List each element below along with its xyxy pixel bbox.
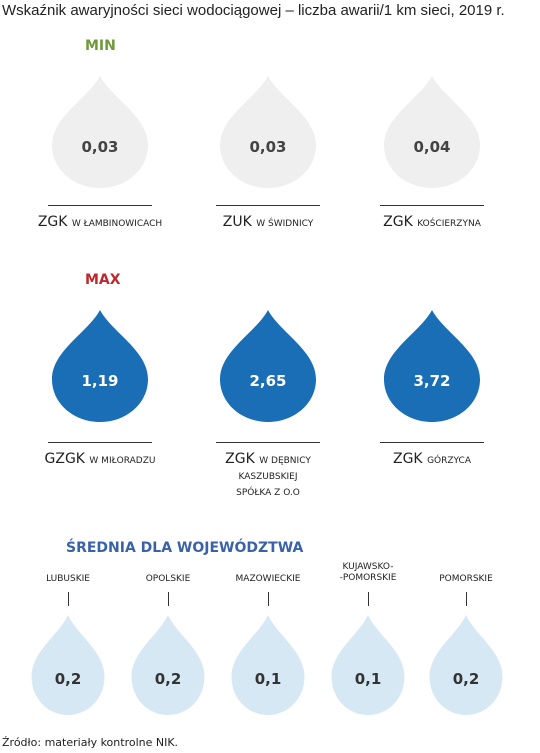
region-label: KUJAWSKO- -POMORSKIE — [339, 562, 397, 583]
connector — [68, 592, 69, 606]
min-heading: MIN — [85, 38, 116, 54]
drop-shape — [131, 615, 205, 715]
connector — [168, 592, 169, 606]
divider — [380, 205, 484, 206]
drop-value: 0,03 — [81, 137, 119, 156]
drop-shape — [429, 615, 503, 715]
drop-path — [52, 76, 148, 188]
drop-path — [220, 76, 316, 188]
average-heading: ŚREDNIA DLA WOJEWÓDZTWA — [66, 540, 304, 556]
drop-path — [131, 615, 205, 715]
unit-detail: GÓRZYCA — [427, 456, 471, 466]
unit-name: ZGK — [225, 451, 255, 467]
drop: 0,1 — [330, 615, 406, 715]
region-label: POMORSKIE — [439, 574, 493, 584]
drop-path — [31, 615, 105, 715]
unit-detail: W DĘBNICY KASZUBSKIEJ SPÓŁKA Z O.O — [236, 456, 311, 498]
drop-path — [231, 615, 305, 715]
drop-value: 0,1 — [254, 670, 282, 688]
drop-shape — [220, 310, 316, 422]
divider — [216, 205, 320, 206]
unit-name: GZGK — [44, 451, 85, 467]
drop-path — [52, 310, 148, 422]
connector — [268, 592, 269, 606]
drop-value: 2,65 — [249, 371, 287, 390]
unit-name: ZGK — [37, 214, 68, 230]
drop: 3,72 — [382, 310, 482, 422]
drop-value: 0,2 — [54, 670, 82, 688]
drop-value: 3,72 — [413, 371, 451, 390]
drop-shape — [31, 615, 105, 715]
drop-value: 0,2 — [452, 670, 480, 688]
drop: 0,04 — [382, 76, 482, 188]
drop-shape — [52, 310, 148, 422]
region-label: MAZOWIECKIE — [235, 574, 301, 584]
unit-detail: W ŁAMBINOWICACH — [71, 219, 163, 229]
title: Wskaźnik awaryjności sieci wodociągowej … — [2, 2, 505, 19]
divider — [48, 442, 152, 443]
drop: 2,65 — [218, 310, 318, 422]
unit-label: ZUK W ŚWIDNICY — [188, 215, 348, 231]
drop-path — [429, 615, 503, 715]
drop-path — [384, 76, 480, 188]
drop-value: 0,03 — [249, 137, 287, 156]
drop-value: 1,19 — [81, 371, 119, 390]
drop-path — [384, 310, 480, 422]
drop-path — [331, 615, 405, 715]
drop: 1,19 — [50, 310, 150, 422]
unit-label: ZGK W DĘBNICY KASZUBSKIEJ SPÓŁKA Z O.O — [188, 452, 348, 500]
connector — [368, 592, 369, 606]
unit-name: ZUK — [222, 214, 252, 230]
divider — [216, 442, 320, 443]
region-label: OPOLSKIE — [145, 574, 191, 584]
drop-value: 0,2 — [154, 670, 182, 688]
unit-label: ZGK KOŚCIERZYNA — [352, 215, 512, 231]
drop-shape — [231, 615, 305, 715]
drop-shape — [331, 615, 405, 715]
drop: 0,1 — [230, 615, 306, 715]
unit-detail: W MIŁORADZU — [89, 456, 156, 466]
unit-label: GZGK W MIŁORADZU — [20, 452, 180, 468]
divider — [48, 205, 152, 206]
drop-path — [220, 310, 316, 422]
drop-shape — [384, 76, 480, 188]
drop-value: 0,04 — [413, 137, 451, 156]
divider — [380, 442, 484, 443]
unit-label: ZGK W ŁAMBINOWICACH — [20, 215, 180, 231]
unit-detail: W ŚWIDNICY — [256, 219, 314, 229]
connector — [466, 592, 467, 606]
drop-shape — [384, 310, 480, 422]
unit-detail: KOŚCIERZYNA — [417, 219, 481, 229]
region-label: LUBUSKIE — [46, 574, 90, 584]
drop: 0,2 — [30, 615, 106, 715]
drop: 0,03 — [50, 76, 150, 188]
drop-shape — [220, 76, 316, 188]
drop-shape — [52, 76, 148, 188]
drop: 0,2 — [428, 615, 504, 715]
unit-name: ZGK — [392, 451, 423, 467]
unit-label: ZGK GÓRZYCA — [352, 452, 512, 468]
drop: 0,2 — [130, 615, 206, 715]
drop: 0,03 — [218, 76, 318, 188]
max-heading: MAX — [85, 272, 121, 288]
drop-value: 0,1 — [354, 670, 382, 688]
unit-name: ZGK — [383, 214, 413, 230]
source: Źródło: materiały kontrolne NIK. — [2, 736, 179, 749]
